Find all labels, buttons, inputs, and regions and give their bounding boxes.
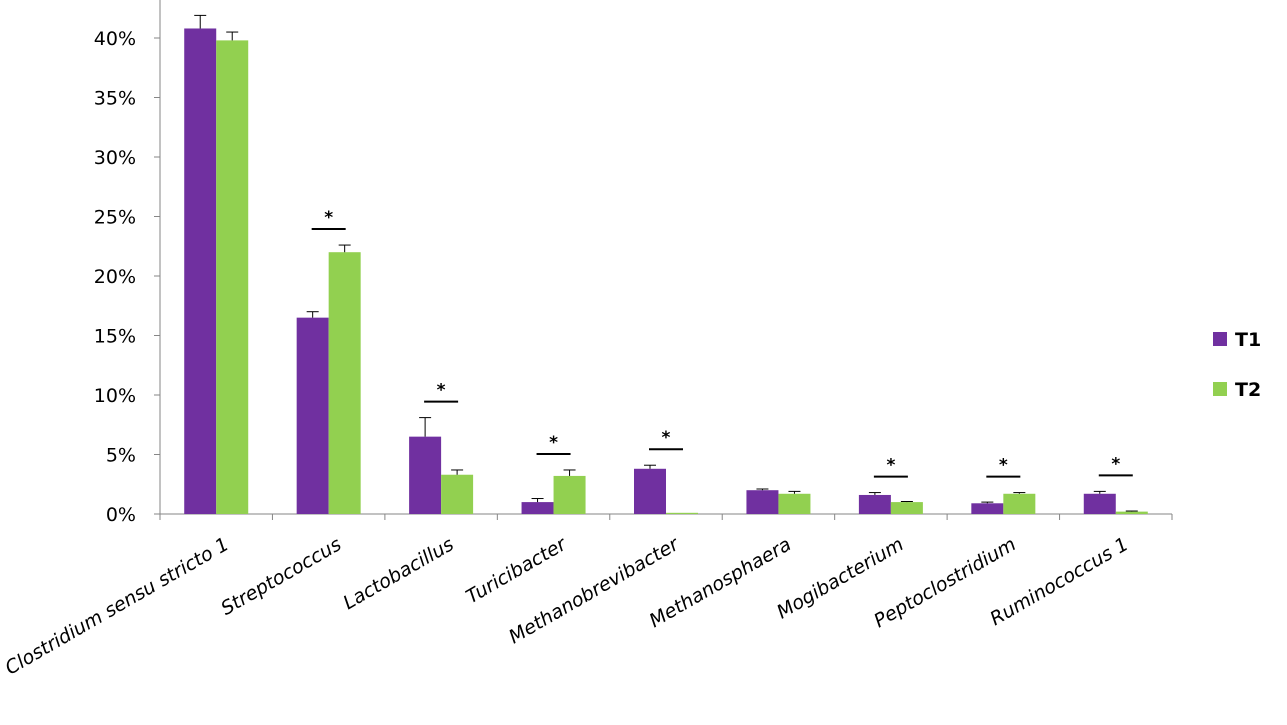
y-tick-label: 10%	[94, 385, 136, 407]
bar-t1	[971, 503, 1004, 514]
y-axis: 0% 5% 10% 15% 20% 25% 30% 35% 40%	[94, 0, 161, 526]
legend: T1 T2	[1213, 329, 1261, 401]
legend-label-t1: T1	[1235, 329, 1261, 351]
bar-t1	[409, 436, 442, 514]
bar-t2	[1003, 493, 1036, 514]
bar-t2	[890, 502, 923, 514]
y-tick-label: 40%	[94, 28, 136, 50]
bar-t1	[746, 490, 779, 514]
y-tick-label: 15%	[94, 326, 136, 348]
significance-asterisk: *	[549, 433, 558, 453]
bar-t1	[634, 468, 666, 514]
significance-asterisk: *	[886, 456, 895, 476]
x-tick-label: Turicibacter	[462, 533, 571, 608]
x-tick-label: Lactobacillus	[339, 533, 457, 614]
significance-asterisk: *	[999, 456, 1008, 476]
significance-asterisk: *	[324, 208, 333, 228]
y-tick-label: 25%	[94, 207, 136, 229]
bar-t2	[441, 474, 474, 514]
significance-markers: * * * * * * *	[311, 208, 1133, 478]
bar-t2	[778, 493, 811, 514]
bar-t1	[1083, 493, 1116, 514]
y-tick-label: 30%	[94, 147, 136, 169]
significance-asterisk: *	[662, 428, 671, 448]
bar-t1	[521, 502, 554, 514]
bars	[184, 14, 1148, 514]
y-tick-label: 0%	[106, 504, 136, 526]
bar-t2	[216, 40, 249, 514]
bar-t2	[1115, 511, 1148, 514]
x-tick-label: Streptococcus	[217, 533, 345, 620]
bar-t2	[553, 475, 586, 514]
significance-asterisk: *	[1111, 454, 1120, 474]
x-axis: Clostridium sensu stricto 1Streptococcus…	[2, 513, 1173, 679]
y-tick-label: 35%	[94, 88, 136, 110]
y-tick-label: 5%	[106, 445, 136, 467]
bar-t1	[858, 494, 891, 514]
x-tick-label: Clostridium sensu stricto 1	[2, 533, 233, 679]
legend-swatch-t1	[1213, 332, 1227, 346]
significance-asterisk: *	[437, 381, 446, 401]
bar-t1	[296, 317, 329, 514]
bar-t2	[328, 252, 361, 514]
bar-t2	[666, 512, 698, 514]
y-tick-label: 20%	[94, 266, 136, 288]
legend-label-t2: T2	[1235, 379, 1261, 401]
bar-t1	[184, 28, 217, 514]
legend-swatch-t2	[1213, 382, 1227, 396]
